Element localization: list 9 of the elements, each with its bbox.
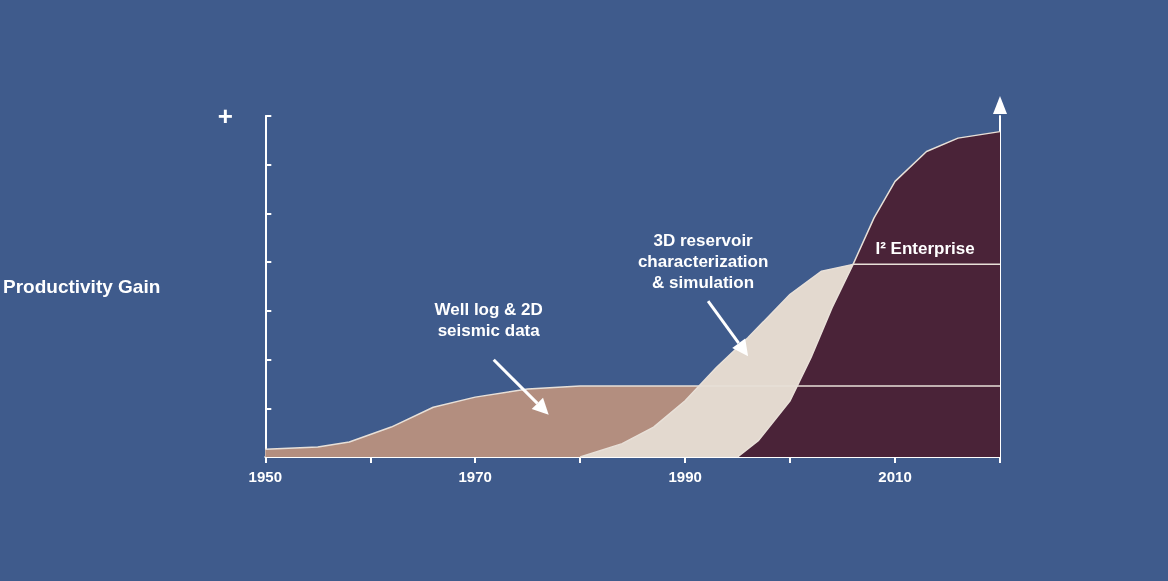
x-tick-label: 1950: [248, 468, 282, 485]
annotation: Well log & 2D seismic data: [434, 299, 543, 340]
annotation: 3D reservoir characterization & simulation: [637, 230, 769, 292]
x-tick-label: 2010: [878, 468, 912, 485]
annotation: I² Enterprise: [875, 239, 975, 259]
x-tick-label: 1970: [458, 468, 492, 485]
y-axis-title: Productivity Gain: [2, 276, 161, 297]
text: +: [217, 101, 233, 131]
x-tick-label: 1990: [668, 468, 702, 485]
